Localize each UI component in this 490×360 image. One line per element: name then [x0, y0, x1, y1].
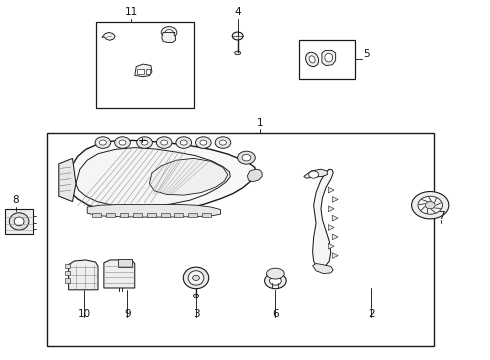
Polygon shape — [247, 169, 262, 182]
Bar — [120, 213, 128, 217]
Ellipse shape — [238, 151, 255, 164]
Ellipse shape — [418, 196, 442, 214]
Ellipse shape — [242, 154, 251, 161]
Polygon shape — [313, 264, 333, 274]
Text: 7: 7 — [438, 211, 444, 221]
Ellipse shape — [194, 294, 198, 298]
Polygon shape — [66, 140, 256, 213]
Bar — [133, 213, 142, 217]
Text: 5: 5 — [364, 49, 370, 59]
Text: 8: 8 — [12, 195, 19, 205]
Text: 1: 1 — [256, 118, 263, 128]
Polygon shape — [332, 215, 338, 221]
Text: 4: 4 — [234, 7, 241, 17]
Ellipse shape — [95, 137, 111, 148]
Ellipse shape — [14, 217, 24, 226]
Text: 11: 11 — [124, 7, 138, 17]
Ellipse shape — [176, 137, 192, 148]
Ellipse shape — [188, 271, 204, 285]
Ellipse shape — [119, 140, 126, 145]
Bar — [161, 213, 170, 217]
Bar — [65, 278, 70, 283]
Ellipse shape — [141, 140, 148, 145]
Polygon shape — [135, 64, 152, 77]
Text: 3: 3 — [193, 309, 199, 319]
Ellipse shape — [425, 202, 435, 209]
Polygon shape — [332, 234, 338, 240]
Bar — [96, 22, 194, 108]
Ellipse shape — [183, 267, 209, 289]
Ellipse shape — [270, 276, 281, 285]
Bar — [188, 213, 197, 217]
Bar — [118, 259, 132, 267]
Bar — [47, 133, 434, 346]
Text: 10: 10 — [78, 309, 91, 319]
Polygon shape — [162, 32, 175, 42]
Ellipse shape — [180, 140, 187, 145]
Bar — [147, 213, 156, 217]
Polygon shape — [332, 253, 338, 258]
Bar — [299, 40, 355, 79]
Ellipse shape — [161, 27, 177, 38]
Polygon shape — [328, 206, 334, 212]
Polygon shape — [104, 260, 135, 288]
Ellipse shape — [137, 137, 152, 148]
Polygon shape — [76, 148, 230, 207]
Polygon shape — [69, 260, 98, 290]
Ellipse shape — [200, 140, 207, 145]
Bar — [5, 209, 33, 234]
Ellipse shape — [325, 53, 333, 62]
Polygon shape — [332, 197, 338, 202]
Polygon shape — [328, 243, 334, 249]
Ellipse shape — [115, 137, 130, 148]
Polygon shape — [102, 32, 115, 40]
Polygon shape — [322, 50, 336, 66]
Ellipse shape — [306, 52, 318, 67]
Ellipse shape — [196, 137, 211, 148]
Ellipse shape — [309, 171, 318, 178]
Text: 9: 9 — [124, 309, 131, 319]
Bar — [202, 213, 211, 217]
Ellipse shape — [9, 213, 29, 230]
Ellipse shape — [267, 268, 284, 279]
Ellipse shape — [161, 140, 168, 145]
Text: 2: 2 — [368, 309, 375, 319]
Ellipse shape — [309, 56, 315, 63]
Bar — [137, 69, 144, 74]
Polygon shape — [304, 169, 327, 178]
Bar — [174, 213, 183, 217]
Text: 6: 6 — [272, 309, 279, 319]
Ellipse shape — [235, 51, 241, 55]
Ellipse shape — [165, 30, 173, 35]
Ellipse shape — [412, 192, 449, 219]
Ellipse shape — [220, 140, 226, 145]
Bar — [92, 213, 101, 217]
Ellipse shape — [232, 32, 243, 40]
Ellipse shape — [99, 140, 106, 145]
Ellipse shape — [265, 273, 286, 289]
Polygon shape — [328, 187, 334, 193]
Bar — [65, 271, 70, 275]
Bar — [65, 264, 70, 268]
Polygon shape — [328, 225, 334, 230]
Polygon shape — [313, 169, 333, 267]
Polygon shape — [87, 204, 220, 217]
Bar — [146, 69, 150, 74]
Ellipse shape — [193, 275, 199, 280]
Polygon shape — [59, 158, 76, 202]
Polygon shape — [149, 158, 228, 195]
Ellipse shape — [215, 137, 231, 148]
Bar — [106, 213, 115, 217]
Ellipse shape — [156, 137, 172, 148]
